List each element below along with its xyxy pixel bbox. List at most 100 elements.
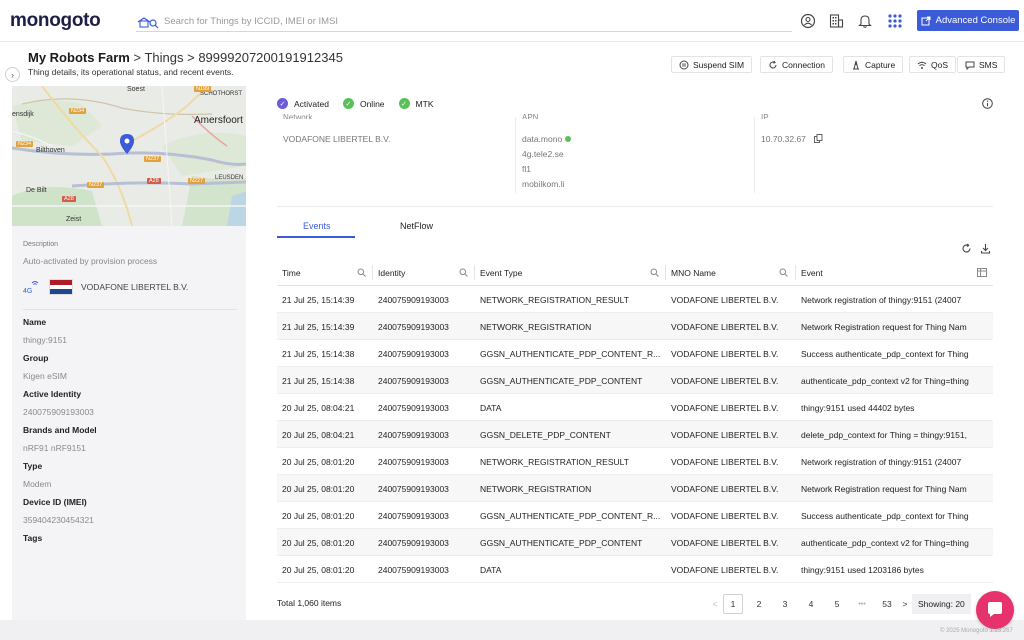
cell-event-type: GGSN_AUTHENTICATE_PDP_CONTENT_R... bbox=[480, 510, 661, 521]
cell-event: Network registration of thingy:9151 (240… bbox=[801, 294, 962, 305]
tab-events[interactable]: Events bbox=[303, 221, 331, 231]
pagination-ellipsis[interactable]: ••• bbox=[858, 600, 866, 608]
account-icon[interactable] bbox=[800, 13, 816, 29]
table-row[interactable]: 21 Jul 25, 15:14:38 240075909193003 GGSN_A… bbox=[277, 367, 993, 394]
bell-icon[interactable] bbox=[857, 13, 873, 29]
field-label-name: Name bbox=[23, 317, 47, 327]
column-header-event[interactable]: Event bbox=[796, 259, 993, 286]
cell-event-type: DATA bbox=[480, 402, 502, 413]
refresh-icon bbox=[769, 60, 777, 68]
description-label: Description bbox=[23, 241, 59, 248]
table-row[interactable]: 20 Jul 25, 08:04:21 240075909193003 GGSN_D… bbox=[277, 421, 993, 448]
cell-event: authenticate_pdp_context v2 for Thing=th… bbox=[801, 537, 969, 548]
page-1-button[interactable]: 1 bbox=[723, 594, 743, 614]
field-value-brand-model: nRF91 nRF9151 bbox=[23, 443, 86, 453]
search-icon[interactable] bbox=[357, 268, 366, 277]
cell-event-type: GGSN_AUTHENTICATE_PDP_CONTENT_R... bbox=[480, 348, 661, 359]
search-bar[interactable]: Search for Things by ICCID, IMEI or IMSI bbox=[136, 12, 792, 32]
page-53-button[interactable]: 53 bbox=[882, 599, 892, 609]
cell-time: 20 Jul 25, 08:04:21 bbox=[282, 402, 355, 413]
organization-icon[interactable] bbox=[828, 13, 844, 29]
cell-identity: 240075909193003 bbox=[378, 537, 449, 548]
cell-event: authenticate_pdp_context v2 for Thing=th… bbox=[801, 375, 969, 386]
cell-identity: 240075909193003 bbox=[378, 564, 449, 575]
cell-time: 21 Jul 25, 15:14:38 bbox=[282, 348, 355, 359]
apn-column: APN data.mono 4g.tele2.se fl1 mobilkom.l… bbox=[515, 113, 755, 193]
external-link-icon bbox=[921, 16, 931, 25]
sidebar-toggle-button[interactable]: › bbox=[5, 67, 20, 82]
cell-event-type: NETWORK_REGISTRATION bbox=[480, 321, 592, 332]
column-header-mno-name[interactable]: MNO Name bbox=[666, 259, 796, 286]
table-row[interactable]: 20 Jul 25, 08:01:20 240075909193003 NETWOR… bbox=[277, 475, 993, 502]
capture-icon bbox=[853, 60, 859, 69]
cell-event-type: GGSN_AUTHENTICATE_PDP_CONTENT bbox=[480, 375, 643, 386]
capture-button[interactable]: Capture bbox=[843, 56, 904, 73]
table-row[interactable]: 20 Jul 25, 08:01:20 240075909193003 NETWOR… bbox=[277, 448, 993, 475]
cell-event-type: NETWORK_REGISTRATION_RESULT bbox=[480, 294, 629, 305]
cell-identity: 240075909193003 bbox=[378, 375, 449, 386]
footer bbox=[0, 620, 1024, 640]
breadcrumb-things[interactable]: Things bbox=[144, 50, 184, 65]
refresh-icon[interactable] bbox=[961, 243, 972, 254]
next-page-button[interactable]: > bbox=[902, 599, 908, 609]
download-icon[interactable] bbox=[980, 243, 991, 254]
table-row[interactable]: 21 Jul 25, 15:14:39 240075909193003 NETWOR… bbox=[277, 286, 993, 313]
cell-event-type: NETWORK_REGISTRATION bbox=[480, 483, 592, 494]
cell-time: 20 Jul 25, 08:01:20 bbox=[282, 537, 355, 548]
check-icon: ✓ bbox=[277, 98, 288, 109]
status-online: ✓ Online bbox=[342, 98, 385, 109]
cell-time: 20 Jul 25, 08:01:20 bbox=[282, 564, 355, 575]
table-row[interactable]: 20 Jul 25, 08:04:21 240075909193003 DATA VO… bbox=[277, 394, 993, 421]
cell-mno-name: VODAFONE LIBERTEL B.V. bbox=[671, 510, 779, 521]
breadcrumb-org[interactable]: My Robots Farm bbox=[28, 50, 130, 65]
page-4-button[interactable]: 4 bbox=[808, 599, 814, 609]
connection-button[interactable]: Connection bbox=[760, 56, 834, 73]
search-icon[interactable] bbox=[650, 268, 659, 277]
column-header-time[interactable]: Time bbox=[277, 259, 373, 286]
total-items: Total 1,060 items bbox=[277, 598, 342, 608]
search-icon bbox=[137, 16, 159, 28]
table-row[interactable]: 20 Jul 25, 08:01:20 240075909193003 GGSN_A… bbox=[277, 502, 993, 529]
info-icon[interactable] bbox=[982, 98, 993, 109]
cell-event: Success authenticate_pdp_context for Thi… bbox=[801, 510, 969, 521]
breadcrumb: My Robots Farm > Things > 89999207200191… bbox=[28, 50, 343, 65]
tab-netflow[interactable]: NetFlow bbox=[400, 221, 434, 231]
cell-identity: 240075909193003 bbox=[378, 483, 449, 494]
page-size-select[interactable]: Showing: 20 bbox=[912, 594, 971, 614]
apps-grid-icon[interactable] bbox=[887, 13, 903, 29]
prev-page-button[interactable]: < bbox=[712, 599, 718, 609]
column-header-identity[interactable]: Identity bbox=[373, 259, 475, 286]
copy-icon[interactable] bbox=[814, 134, 823, 143]
page-5-button[interactable]: 5 bbox=[834, 599, 840, 609]
field-value-active-identity: 240075909193003 bbox=[23, 407, 94, 417]
logo[interactable]: monogoto bbox=[10, 10, 101, 31]
suspend-sim-button[interactable]: Suspend SIM bbox=[671, 56, 753, 73]
cell-time: 21 Jul 25, 15:14:38 bbox=[282, 375, 355, 386]
sms-button[interactable]: SMS bbox=[957, 56, 1006, 73]
advanced-console-button[interactable]: Advanced Console bbox=[917, 10, 1019, 31]
search-input[interactable]: Search for Things by ICCID, IMEI or IMSI bbox=[164, 16, 339, 27]
table-body: 21 Jul 25, 15:14:39 240075909193003 NETWOR… bbox=[277, 286, 993, 583]
table-row[interactable]: 20 Jul 25, 08:01:20 240075909193003 DATA VO… bbox=[277, 556, 993, 583]
table-row[interactable]: 20 Jul 25, 08:01:20 240075909193003 GGSN_A… bbox=[277, 529, 993, 556]
cell-mno-name: VODAFONE LIBERTEL B.V. bbox=[671, 483, 779, 494]
chevron-right-icon: › bbox=[11, 69, 14, 80]
column-settings-icon[interactable] bbox=[977, 268, 987, 277]
cell-identity: 240075909193003 bbox=[378, 348, 449, 359]
ip-column: IP 10.70.32.67 bbox=[754, 113, 993, 193]
cell-mno-name: VODAFONE LIBERTEL B.V. bbox=[671, 537, 779, 548]
column-header-event-type[interactable]: Event Type bbox=[475, 259, 666, 286]
search-icon[interactable] bbox=[459, 268, 468, 277]
field-label-type: Type bbox=[23, 461, 43, 471]
page-3-button[interactable]: 3 bbox=[782, 599, 788, 609]
table-row[interactable]: 21 Jul 25, 15:14:39 240075909193003 NETWOR… bbox=[277, 313, 993, 340]
location-map[interactable]: Soest SCHOTHORST Amersfoort Bilthoven De… bbox=[12, 86, 246, 226]
network-info: Network VODAFONE LIBERTEL B.V. APN data.… bbox=[277, 113, 993, 207]
cell-mno-name: VODAFONE LIBERTEL B.V. bbox=[671, 564, 779, 575]
table-row[interactable]: 21 Jul 25, 15:14:38 240075909193003 GGSN_A… bbox=[277, 340, 993, 367]
page-2-button[interactable]: 2 bbox=[756, 599, 762, 609]
chat-button[interactable] bbox=[976, 591, 1014, 629]
cell-event: delete_pdp_context for Thing = thingy:91… bbox=[801, 429, 967, 440]
search-icon[interactable] bbox=[779, 268, 788, 277]
qos-button[interactable]: QoS bbox=[909, 56, 957, 73]
